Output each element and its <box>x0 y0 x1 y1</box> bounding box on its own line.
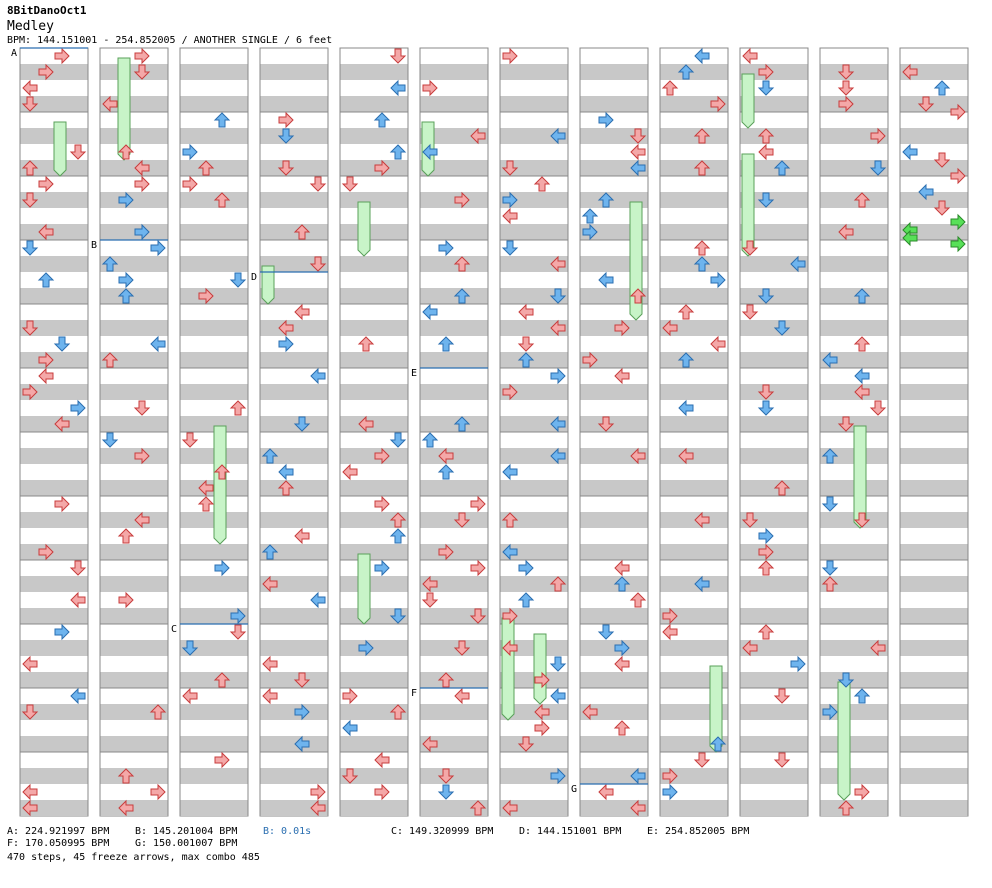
chart-column <box>99 47 169 817</box>
chart-column <box>419 47 489 817</box>
freeze-arrow <box>213 425 227 545</box>
chart-column <box>739 47 809 817</box>
chart-column <box>499 47 569 817</box>
freeze-arrow <box>837 681 851 801</box>
freeze-arrow <box>261 265 275 305</box>
freeze-arrow <box>53 121 67 177</box>
chart-column <box>899 47 969 817</box>
chart-column <box>19 47 89 817</box>
bpm-label-a: A: 224.921997 BPM <box>7 826 110 837</box>
chart-column <box>819 47 889 817</box>
stop-label-b: B: 0.01s <box>263 826 312 837</box>
chart-summary: 470 steps, 45 freeze arrows, max combo 4… <box>7 852 260 863</box>
freeze-arrow <box>357 201 371 257</box>
freeze-arrow <box>357 553 371 625</box>
freeze-arrow <box>117 57 131 161</box>
section-marker-letter: E <box>411 368 417 379</box>
chart-columns: A B C D E F G <box>11 47 969 817</box>
section-marker-letter: G <box>571 784 577 795</box>
chart-column <box>259 47 329 817</box>
chart-column <box>339 47 409 817</box>
section-marker-letter: B <box>91 240 97 251</box>
freeze-arrow <box>533 633 547 705</box>
bpm-label-b: B: 145.201004 BPM <box>135 826 238 837</box>
bpm-label-f: F: 170.050995 BPM <box>7 838 110 849</box>
bpm-label-g: G: 150.001007 BPM <box>135 838 238 849</box>
bpm-label-c: C: 149.320999 BPM <box>391 826 494 837</box>
bpm-label-e: E: 254.852005 BPM <box>647 826 750 837</box>
section-marker-letter: A <box>11 48 17 59</box>
section-marker-letter: C <box>171 624 177 635</box>
section-marker-letter: D <box>251 272 257 283</box>
freeze-arrow <box>741 73 755 129</box>
song-title: Medley <box>7 19 54 34</box>
freeze-arrow <box>501 617 515 721</box>
bpm-label-d: D: 144.151001 BPM <box>519 826 622 837</box>
bpm-difficulty-info: BPM: 144.151001 - 254.852005 / ANOTHER S… <box>7 35 333 46</box>
chart-column <box>179 47 249 817</box>
section-marker-letter: F <box>411 688 417 699</box>
chart-column <box>579 47 649 817</box>
chart-column <box>659 47 729 817</box>
chart-title: 8BitDanoOct1 <box>7 4 87 17</box>
